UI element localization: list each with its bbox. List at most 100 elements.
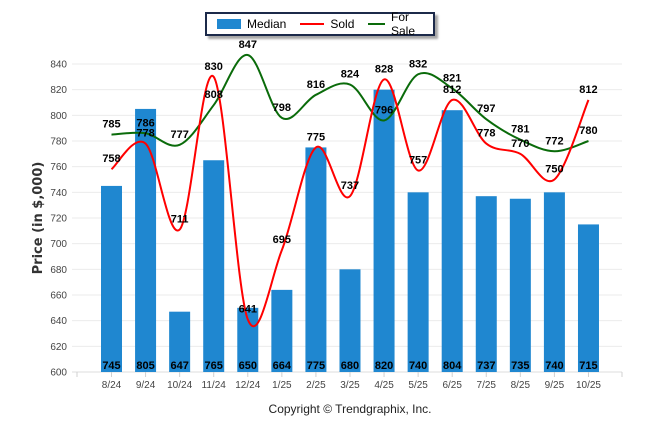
y-tick-label: 660 xyxy=(50,291,67,302)
x-tick-label: 9/24 xyxy=(136,380,156,391)
bar-label: 647 xyxy=(170,360,188,372)
bar-label: 804 xyxy=(443,360,462,372)
sold-point-label: 641 xyxy=(239,303,257,315)
for-sale-point-label: 808 xyxy=(205,89,223,101)
bar-label: 765 xyxy=(205,360,223,372)
bar-median xyxy=(577,224,599,372)
y-tick-label: 760 xyxy=(50,162,67,173)
legend-label: Median xyxy=(247,17,287,31)
x-tick-label: 10/25 xyxy=(576,380,601,391)
for-sale-swatch xyxy=(368,23,385,25)
y-tick-label: 720 xyxy=(50,214,67,225)
bar-median xyxy=(373,89,395,373)
sold-point-label: 757 xyxy=(409,155,427,167)
x-tick-label: 3/25 xyxy=(340,380,360,391)
bar-label: 715 xyxy=(579,360,597,372)
sold-point-label: 737 xyxy=(341,180,359,192)
y-tick-label: 700 xyxy=(50,239,67,250)
bar-label: 740 xyxy=(545,360,563,372)
bar-median xyxy=(543,192,565,372)
median-swatch xyxy=(217,19,241,29)
sold-point-label: 775 xyxy=(307,131,325,143)
for-sale-point-label: 777 xyxy=(170,129,188,141)
x-tick-label: 7/25 xyxy=(477,380,497,391)
bar-median xyxy=(169,311,191,372)
sold-point-label: 695 xyxy=(273,234,291,246)
bar-label: 650 xyxy=(239,360,257,372)
bar-median xyxy=(203,160,225,372)
bar-median xyxy=(509,198,531,372)
for-sale-point-label: 780 xyxy=(579,125,597,137)
sold-point-label: 750 xyxy=(545,164,563,176)
x-tick-label: 8/25 xyxy=(511,380,531,391)
bar-median xyxy=(305,147,327,372)
legend-label: Sold xyxy=(330,17,355,31)
y-tick-label: 800 xyxy=(50,111,67,122)
bar-median xyxy=(407,192,429,372)
bar-median xyxy=(101,185,122,372)
x-tick-label: 11/24 xyxy=(202,380,227,391)
bar-median xyxy=(441,110,463,372)
y-axis-title: Price (in $,000) xyxy=(31,162,46,275)
sold-line xyxy=(110,75,590,328)
sold-point-label: 812 xyxy=(579,84,597,96)
legend: Median Sold For Sale xyxy=(205,10,435,38)
for-sale-point-label: 847 xyxy=(239,39,257,51)
sold-point-label: 711 xyxy=(171,214,189,226)
y-tick-label: 640 xyxy=(50,316,67,327)
sold-swatch xyxy=(300,23,325,25)
legend-item-sold[interactable]: Sold xyxy=(300,17,354,31)
y-axis: 600 620 640 660 680 700 720 740 760 780 800 820 840 xyxy=(50,60,67,379)
for-sale-point-label: 796 xyxy=(375,104,393,116)
for-sale-point-label: 821 xyxy=(443,72,461,84)
x-tick-label: 12/24 xyxy=(235,380,260,391)
median-bars xyxy=(101,89,599,373)
for-sale-line xyxy=(111,54,589,153)
x-tick-label: 8/24 xyxy=(102,380,122,391)
y-tick-label: 680 xyxy=(50,265,67,276)
for-sale-point-label: 816 xyxy=(307,79,325,91)
x-tick-label: 6/25 xyxy=(442,380,462,391)
legend-item-for-sale[interactable]: For Sale xyxy=(368,10,422,38)
bar-label: 664 xyxy=(273,360,292,372)
lines xyxy=(110,54,590,328)
for-sale-point-label: 772 xyxy=(545,135,563,147)
bar-label: 737 xyxy=(477,360,495,372)
bar-label: 820 xyxy=(375,360,393,372)
bar-label: 805 xyxy=(136,360,154,372)
for-sale-point-label: 786 xyxy=(136,117,154,129)
x-tick-label: 2/25 xyxy=(306,380,326,391)
bar-label: 680 xyxy=(341,360,359,372)
for-sale-point-label: 797 xyxy=(477,103,495,115)
x-tick-label: 5/25 xyxy=(408,380,428,391)
sold-point-label: 778 xyxy=(477,128,495,140)
sold-point-label: 758 xyxy=(102,153,120,165)
sold-point-label: 812 xyxy=(443,84,461,96)
bar-label: 775 xyxy=(307,360,325,372)
y-tick-label: 620 xyxy=(50,342,67,353)
x-tick-label: 1/25 xyxy=(272,380,292,391)
for-sale-point-label: 832 xyxy=(409,58,427,70)
bar-label: 740 xyxy=(409,360,427,372)
sold-point-label: 830 xyxy=(205,61,223,73)
y-tick-label: 600 xyxy=(50,368,67,379)
bar-label: 745 xyxy=(102,360,120,372)
bar-median xyxy=(475,196,497,372)
y-tick-label: 820 xyxy=(50,85,67,96)
x-tick-label: 10/24 xyxy=(167,380,192,391)
y-tick-label: 740 xyxy=(50,188,67,199)
copyright: Copyright © Trendgraphix, Inc. xyxy=(268,402,432,416)
y-tick-label: 780 xyxy=(50,137,67,148)
legend-item-median[interactable]: Median xyxy=(217,17,286,31)
bar-median xyxy=(135,108,157,373)
x-tick-label: 4/25 xyxy=(374,380,394,391)
sold-point-label: 770 xyxy=(511,138,529,150)
legend-label: For Sale xyxy=(391,10,416,38)
for-sale-point-label: 824 xyxy=(341,69,360,81)
bar-median xyxy=(237,307,259,372)
for-sale-point-label: 785 xyxy=(102,119,120,131)
for-sale-point-label: 781 xyxy=(511,124,529,136)
bar-median xyxy=(339,269,361,372)
for-sale-point-label: 798 xyxy=(273,102,291,114)
